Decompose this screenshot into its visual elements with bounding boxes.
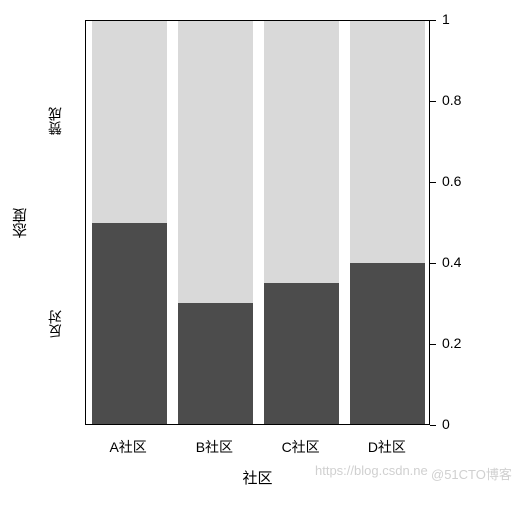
chart-container: A社区B社区C社区D社区社区00.20.40.60.81态度反对赞成https:… (0, 0, 512, 511)
y-tick-label: 0 (442, 416, 482, 432)
bar-segment-lower (92, 223, 167, 425)
y-tick (430, 344, 436, 345)
bar-A社区 (92, 21, 167, 424)
plot-area (85, 20, 430, 425)
x-tick-label: B社区 (174, 437, 254, 457)
y-tick-label: 0.2 (442, 335, 482, 351)
y-tick-label: 1 (442, 11, 482, 27)
x-tick-label: D社区 (347, 437, 427, 457)
x-tick-label: A社区 (88, 437, 168, 457)
y-tick-label: 0.8 (442, 92, 482, 108)
bar-D社区 (350, 21, 425, 424)
bar-segment-upper (92, 21, 167, 223)
bar-B社区 (178, 21, 253, 424)
bar-segment-lower (264, 283, 339, 424)
y-tick (430, 425, 436, 426)
bar-C社区 (264, 21, 339, 424)
y-tick (430, 101, 436, 102)
y-tick-label: 0.4 (442, 254, 482, 270)
y-sublabel: 反对 (45, 306, 65, 342)
bar-segment-upper (178, 21, 253, 303)
watermark: @51CTO博客 (431, 464, 512, 483)
y-tick (430, 20, 436, 21)
y-tick (430, 263, 436, 264)
y-axis-label: 态度 (10, 205, 31, 241)
y-tick (430, 182, 436, 183)
y-sublabel: 赞成 (45, 103, 65, 139)
bar-segment-upper (350, 21, 425, 263)
y-tick-label: 0.6 (442, 173, 482, 189)
bar-segment-lower (178, 303, 253, 424)
bar-segment-upper (264, 21, 339, 283)
watermark: https://blog.csdn.ne (315, 463, 428, 478)
bar-segment-lower (350, 263, 425, 424)
x-tick-label: C社区 (261, 437, 341, 457)
